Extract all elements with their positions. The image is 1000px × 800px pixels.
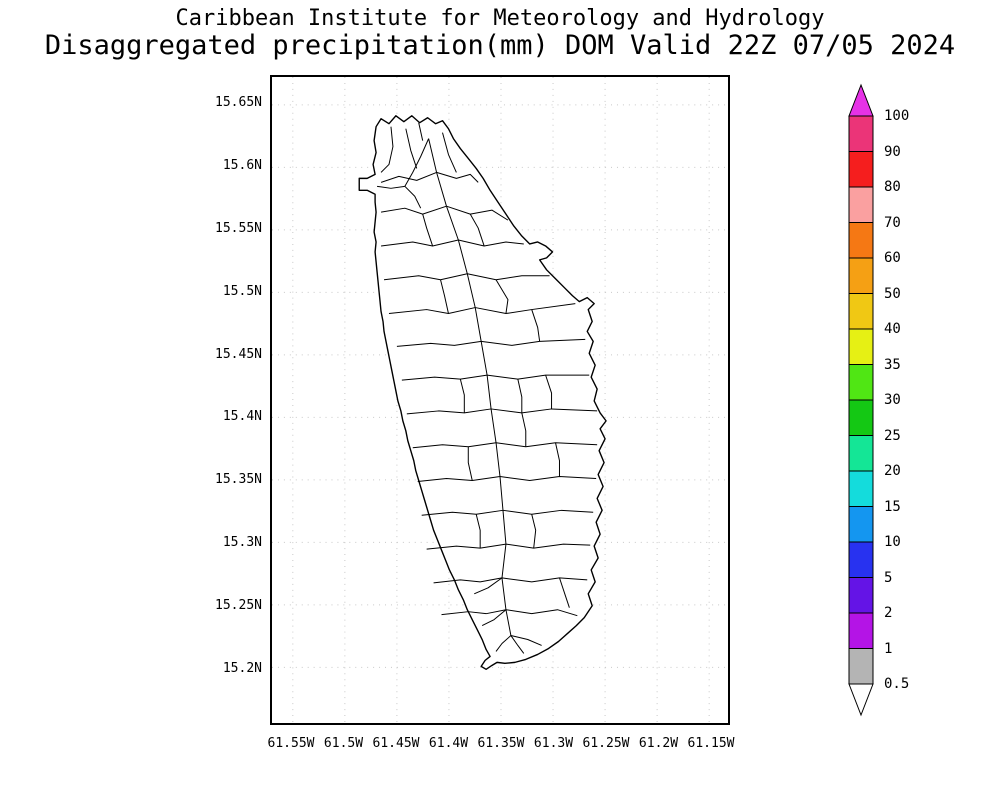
colorbar-tick-label: 70 bbox=[884, 214, 901, 231]
lon-tick-label: 61.4W bbox=[428, 736, 469, 751]
colorbar-segment-5-10 bbox=[848, 541, 874, 578]
colorbar-segment-2-5 bbox=[848, 577, 874, 614]
colorbar-segment-40-50 bbox=[848, 293, 874, 330]
colorbar bbox=[848, 83, 874, 717]
lat-tick-label: 15.5N bbox=[222, 283, 262, 299]
lon-tick-label: 61.55W bbox=[267, 736, 315, 751]
watershed-boundaries bbox=[377, 122, 598, 654]
colorbar-tick-label: 50 bbox=[884, 285, 901, 302]
lat-tick-label: 15.45N bbox=[215, 346, 262, 362]
colorbar-tick-label: 25 bbox=[884, 427, 901, 444]
dominica-watershed-map bbox=[272, 77, 728, 723]
colorbar-segment--0.5 bbox=[848, 683, 874, 717]
colorbar-segment-80-90 bbox=[848, 151, 874, 188]
colorbar-segment-25-30 bbox=[848, 399, 874, 436]
colorbar-tick-label: 30 bbox=[884, 392, 901, 408]
colorbar-segment-30-35 bbox=[848, 364, 874, 401]
colorbar-segment-90-100 bbox=[848, 115, 874, 152]
lat-tick-label: 15.3N bbox=[222, 535, 262, 551]
colorbar-tick-label: 5 bbox=[884, 569, 893, 586]
colorbar-segment-0.5-1 bbox=[848, 648, 874, 685]
colorbar-segment-1-2 bbox=[848, 612, 874, 649]
lon-tick-label: 61.35W bbox=[477, 736, 525, 751]
lon-tick-label: 61.2W bbox=[638, 736, 679, 751]
lon-tick-label: 61.45W bbox=[372, 736, 420, 751]
colorbar-tick-label: 15 bbox=[884, 498, 901, 515]
colorbar-segment--100 bbox=[848, 83, 874, 117]
colorbar-segment-20-25 bbox=[848, 435, 874, 472]
colorbar-segment-50-60 bbox=[848, 257, 874, 294]
colorbar-tick-label: 20 bbox=[884, 463, 901, 479]
colorbar-tick-label: 2 bbox=[884, 605, 893, 621]
lat-tick-label: 15.25N bbox=[215, 598, 262, 614]
colorbar-tick-label: 100 bbox=[884, 108, 910, 124]
colorbar-segment-60-70 bbox=[848, 222, 874, 259]
colorbar-tick-label: 90 bbox=[884, 143, 901, 160]
colorbar-tick-label: 10 bbox=[884, 534, 901, 550]
colorbar-tick-label: 0.5 bbox=[884, 676, 910, 692]
colorbar-segment-15-20 bbox=[848, 470, 874, 507]
lon-tick-label: 61.3W bbox=[533, 736, 574, 751]
colorbar-tick-label: 80 bbox=[884, 179, 901, 195]
lon-tick-label: 61.15W bbox=[687, 736, 735, 751]
colorbar-tick-label: 60 bbox=[884, 250, 901, 266]
colorbar-segment-35-40 bbox=[848, 328, 874, 365]
colorbar-tick-label: 40 bbox=[884, 321, 901, 337]
lon-tick-label: 61.25W bbox=[582, 736, 630, 751]
colorbar-tick-label: 35 bbox=[884, 356, 901, 373]
lat-tick-label: 15.35N bbox=[215, 472, 262, 488]
colorbar-tick-label: 1 bbox=[884, 640, 893, 657]
lat-tick-label: 15.4N bbox=[222, 409, 262, 425]
figure-title-institution: Caribbean Institute for Meteorology and … bbox=[175, 6, 825, 31]
lon-tick-label: 61.5W bbox=[323, 736, 364, 751]
colorbar-segment-10-15 bbox=[848, 506, 874, 543]
figure-title-product: Disaggregated precipitation(mm) DOM Vali… bbox=[44, 30, 956, 61]
lat-tick-label: 15.55N bbox=[215, 220, 262, 236]
colorbar-segment-70-80 bbox=[848, 186, 874, 223]
lat-tick-label: 15.2N bbox=[222, 661, 262, 676]
lat-tick-label: 15.6N bbox=[222, 157, 262, 173]
island-coastline bbox=[358, 115, 607, 671]
lat-tick-label: 15.65N bbox=[215, 95, 262, 110]
map-plot-area bbox=[270, 75, 730, 725]
